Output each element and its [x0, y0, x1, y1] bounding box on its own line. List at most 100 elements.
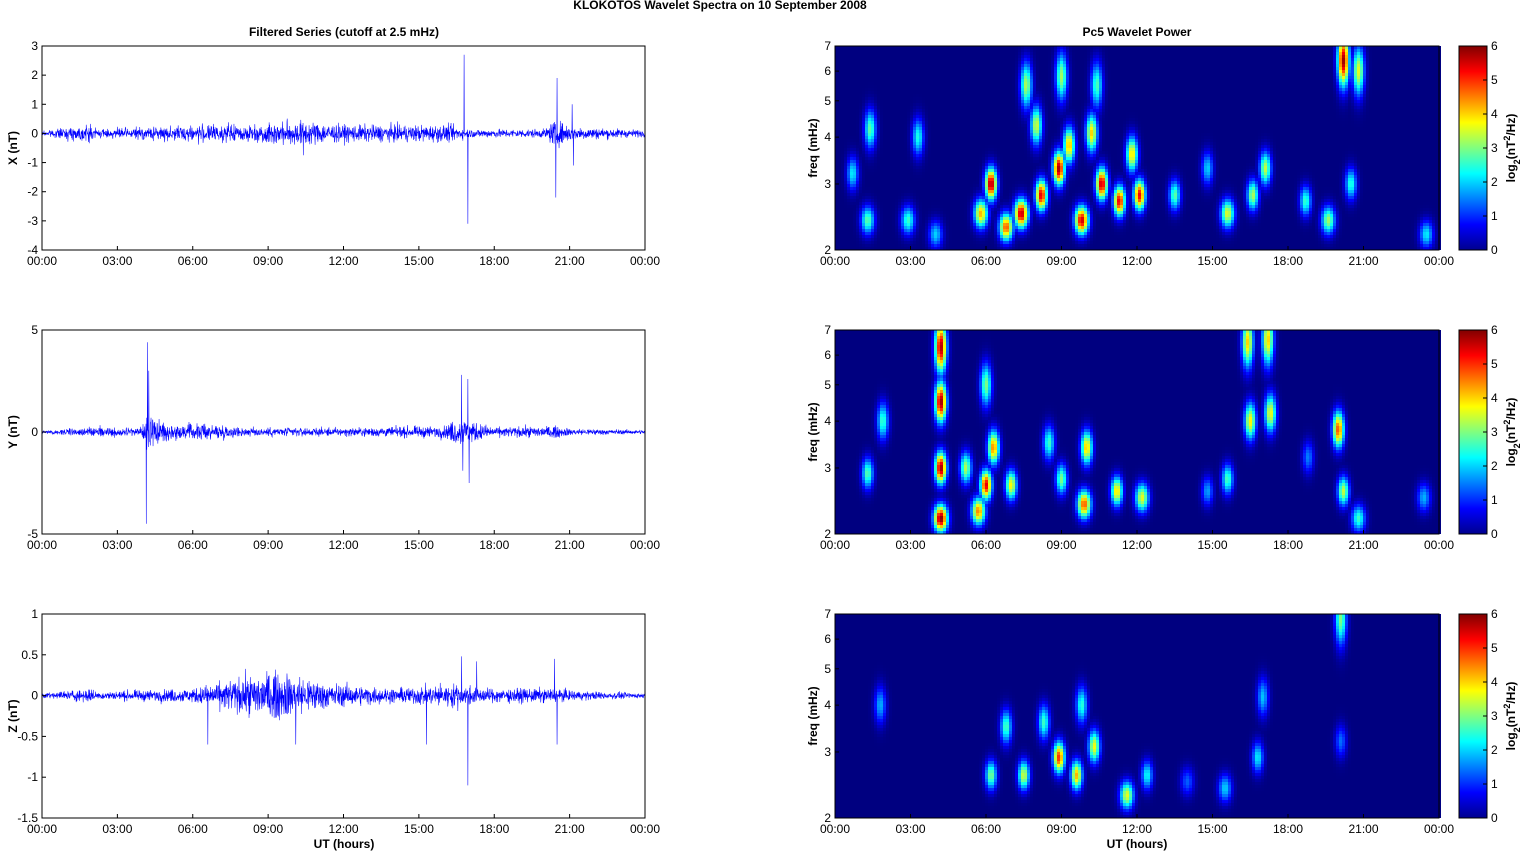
- y-tick-label: 7: [824, 39, 831, 53]
- x-tick-label: 03:00: [102, 822, 132, 836]
- y-tick-label: 3: [824, 461, 831, 475]
- x-tick-label: 06:00: [178, 822, 208, 836]
- y-tick-label: 5: [824, 94, 831, 108]
- colorbar-tick-label: 4: [1491, 107, 1498, 121]
- x-tick-label: 06:00: [178, 538, 208, 552]
- y-tick-label: 5: [31, 323, 38, 337]
- x-tick-label: 03:00: [895, 822, 925, 836]
- y-tick-label: 4: [824, 130, 831, 144]
- plot-area: [42, 46, 645, 250]
- x-tick-label: 06:00: [971, 538, 1001, 552]
- colorbar-tick-label: 1: [1491, 777, 1498, 791]
- x-tick-label: 18:00: [1273, 538, 1303, 552]
- y-tick-label: 5: [824, 378, 831, 392]
- x-tick-label: 00:00: [1424, 538, 1454, 552]
- y-tick-label: 1: [31, 97, 38, 111]
- y-tick-label: 5: [824, 662, 831, 676]
- x-tick-label: 03:00: [102, 254, 132, 268]
- x-tick-label: 15:00: [1197, 254, 1227, 268]
- heatmap-cells: [835, 46, 1441, 250]
- colorbar-tick-label: 5: [1491, 641, 1498, 655]
- x-tick-label: 00:00: [820, 538, 850, 552]
- x-tick-label: 09:00: [1046, 538, 1076, 552]
- x-tick-label: 21:00: [1348, 822, 1378, 836]
- y-tick-label: -1: [27, 156, 38, 170]
- colorbar-gradient: [1458, 45, 1488, 251]
- colorbar-tick-label: 4: [1491, 391, 1498, 405]
- x-tick-label: 18:00: [1273, 822, 1303, 836]
- colorbar-tick-label: 4: [1491, 675, 1498, 689]
- y-tick-label: 6: [824, 632, 831, 646]
- x-tick-label: 00:00: [27, 254, 57, 268]
- x-tick-label: 21:00: [1348, 254, 1378, 268]
- colorbar-label: log2(nT2/Hz): [1502, 114, 1522, 183]
- x-tick-label: 12:00: [328, 822, 358, 836]
- colorbar-tick-label: 3: [1491, 425, 1498, 439]
- y-tick-label: 2: [824, 527, 831, 541]
- y-tick-label: 2: [31, 68, 38, 82]
- y-tick-label: 7: [824, 607, 831, 621]
- colorbar-tick-label: 0: [1491, 527, 1498, 541]
- y-tick-label: 1: [31, 607, 38, 621]
- x-tick-label: 18:00: [479, 254, 509, 268]
- freq-axis-label: freq (mHz): [806, 402, 820, 461]
- x-tick-label: 18:00: [479, 538, 509, 552]
- x-tick-label: 09:00: [1046, 822, 1076, 836]
- figure-suptitle: KLOKOTOS Wavelet Spectra on 10 September…: [573, 0, 867, 12]
- y-tick-label: 3: [824, 177, 831, 191]
- right-x-axis-label: UT (hours): [1107, 837, 1168, 851]
- y-tick-label: 0: [31, 425, 38, 439]
- y-tick-label: -1.5: [17, 811, 38, 825]
- wavelet-x-panel: 7 6 5 4 3 2 freq (mHz) 6 5 4 3 2 1 0 log2(nT2/Hz): [806, 39, 1522, 257]
- x-tick-label: 00:00: [630, 822, 660, 836]
- x-tick-label: 00:00: [1424, 254, 1454, 268]
- filtered-z-panel: 1 0.5 0 -0.5 -1 -1.5 Z (nT): [6, 607, 646, 825]
- right-column-title: Pc5 Wavelet Power: [1083, 25, 1192, 39]
- colorbar-gradient: [1458, 329, 1488, 535]
- series-line: [41, 342, 646, 524]
- filtered-y-panel: 5 0 -5 Y (nT): [6, 323, 646, 541]
- x-tick-label: 00:00: [820, 254, 850, 268]
- series-line: [41, 656, 646, 786]
- x-tick-label: 15:00: [404, 538, 434, 552]
- colorbar-tick-label: 1: [1491, 493, 1498, 507]
- x-tick-label: 09:00: [1046, 254, 1076, 268]
- plot-area: [42, 614, 645, 818]
- y-axis-label: X (nT): [6, 131, 20, 165]
- colorbar: 6 5 4 3 2 1 0 log2(nT2/Hz): [1458, 607, 1522, 825]
- y-tick-label: -1: [27, 770, 38, 784]
- x-tick-label: 15:00: [1197, 538, 1227, 552]
- x-tick-label: 12:00: [328, 254, 358, 268]
- x-tick-label: 00:00: [1424, 822, 1454, 836]
- y-tick-label: 0: [31, 126, 38, 140]
- heatmap-cells: [835, 330, 1441, 534]
- y-tick-label: 0.5: [21, 648, 38, 662]
- colorbar-tick-label: 2: [1491, 459, 1498, 473]
- colorbar-tick-label: 6: [1491, 607, 1498, 621]
- colorbar-gradient: [1458, 613, 1488, 819]
- x-tick-label: 03:00: [895, 254, 925, 268]
- x-tick-label: 21:00: [555, 254, 585, 268]
- y-tick-label: -5: [27, 527, 38, 541]
- x-tick-label: 00:00: [27, 822, 57, 836]
- colorbar-tick-label: 2: [1491, 175, 1498, 189]
- y-axis-label: Y (nT): [6, 415, 20, 449]
- y-tick-label: 4: [824, 414, 831, 428]
- x-tick-label: 03:00: [895, 538, 925, 552]
- x-tick-label: 15:00: [404, 822, 434, 836]
- colorbar-tick-label: 2: [1491, 743, 1498, 757]
- x-tick-label: 06:00: [971, 254, 1001, 268]
- colorbar-tick-label: 3: [1491, 141, 1498, 155]
- series-line: [41, 54, 646, 224]
- x-tick-label: 15:00: [1197, 822, 1227, 836]
- y-tick-label: -3: [27, 214, 38, 228]
- colorbar-tick-label: 6: [1491, 39, 1498, 53]
- y-tick-label: 4: [824, 698, 831, 712]
- y-tick-label: 0: [31, 689, 38, 703]
- colorbar: 6 5 4 3 2 1 0 log2(nT2/Hz): [1458, 323, 1522, 541]
- x-tick-label: 21:00: [555, 822, 585, 836]
- x-tick-label: 00:00: [820, 822, 850, 836]
- x-tick-label: 00:00: [630, 538, 660, 552]
- colorbar-tick-label: 5: [1491, 73, 1498, 87]
- x-tick-label: 12:00: [1122, 538, 1152, 552]
